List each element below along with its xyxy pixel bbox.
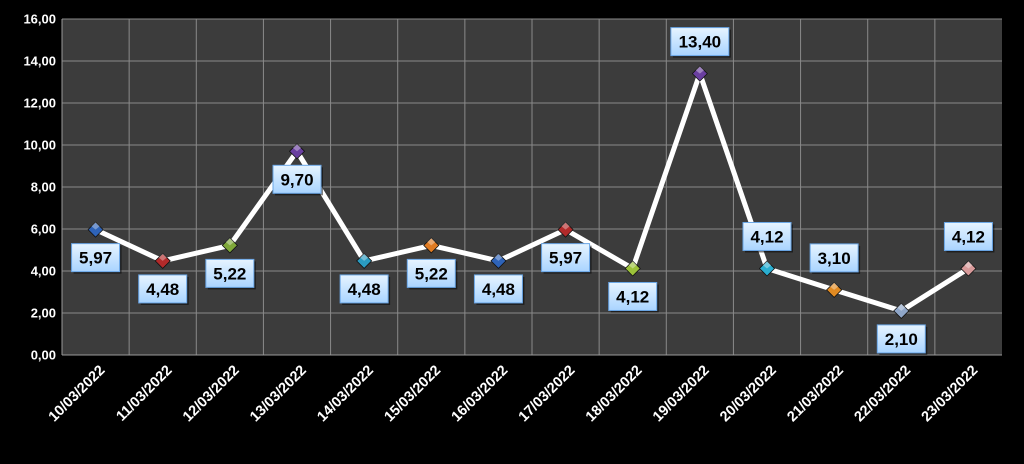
data-label-text: 9,70	[280, 170, 313, 189]
data-point-marker	[557, 221, 574, 238]
data-label: 4,12	[608, 281, 659, 313]
x-tick-label: 18/03/2022	[583, 363, 646, 426]
x-tick-label: 23/03/2022	[919, 363, 982, 426]
data-label: 5,97	[71, 243, 122, 274]
data-point-marker	[758, 260, 776, 277]
y-axis-tick-labels: 0,00 2,00 4,00 6,00 8,00 10,00 12,00 14,00 16,00	[23, 12, 56, 363]
data-label: 13,40	[670, 27, 731, 58]
x-tick-label: 20/03/2022	[717, 363, 780, 426]
data-label: 5,22	[205, 258, 256, 290]
data-point-marker	[221, 237, 238, 254]
data-label-text: 3,10	[818, 249, 851, 268]
data-label-text: 4,12	[616, 287, 649, 306]
data-label-text: 5,22	[213, 264, 246, 283]
series-line-group	[93, 71, 971, 314]
y-tick-label: 0,00	[31, 348, 56, 363]
data-label-text: 4,48	[482, 280, 515, 299]
data-label-text: 4,12	[952, 227, 985, 246]
y-tick-label: 2,00	[31, 306, 56, 321]
data-label: 3,10	[809, 243, 861, 274]
x-tick-label: 19/03/2022	[650, 363, 713, 426]
series-line	[93, 71, 971, 314]
data-label-text: 4,48	[146, 280, 179, 299]
data-label-text: 2,10	[885, 330, 918, 349]
data-point-marker	[826, 281, 843, 298]
data-label: 5,22	[406, 258, 458, 290]
data-label: 4,48	[473, 274, 525, 305]
data-point-marker	[490, 252, 507, 269]
data-labels: 5,97 4,48 5,22 9,70 4,48 5,22 4,48 5,97 4,12 13,4…	[71, 27, 995, 355]
data-label: 5,97	[541, 243, 592, 274]
data-label: 4,48	[138, 274, 189, 305]
data-label-text: 4,48	[348, 280, 381, 299]
y-tick-label: 16,00	[23, 12, 56, 27]
x-tick-label: 15/03/2022	[381, 363, 444, 426]
data-point-marker	[624, 260, 641, 277]
y-tick-label: 4,00	[31, 264, 56, 279]
data-label: 4,48	[339, 274, 391, 305]
data-point-marker	[423, 237, 440, 254]
x-tick-label: 10/03/2022	[46, 363, 109, 426]
y-tick-label: 10,00	[23, 138, 56, 153]
x-tick-label: 12/03/2022	[180, 363, 243, 426]
data-label: 9,70	[272, 164, 323, 196]
data-point-marker	[691, 65, 708, 82]
x-tick-label: 17/03/2022	[516, 363, 579, 426]
x-tick-label: 14/03/2022	[314, 363, 377, 426]
x-axis-tick-labels: 10/03/2022 11/03/2022 12/03/2022 13/03/2022…	[46, 363, 981, 426]
y-tick-label: 6,00	[31, 222, 56, 237]
data-label-text: 5,97	[549, 249, 582, 268]
data-label: 2,10	[876, 324, 928, 355]
y-tick-label: 8,00	[31, 180, 56, 195]
data-label-text: 13,40	[679, 33, 722, 52]
data-label: 4,12	[943, 221, 995, 253]
data-label: 4,12	[742, 221, 793, 253]
x-tick-label: 16/03/2022	[449, 363, 512, 426]
x-tick-label: 21/03/2022	[784, 363, 847, 426]
data-label-text: 5,22	[415, 264, 448, 283]
x-tick-label: 11/03/2022	[113, 363, 175, 425]
y-tick-label: 14,00	[23, 54, 56, 69]
data-point-marker	[356, 252, 373, 269]
data-point-marker	[288, 143, 306, 160]
data-label-text: 4,12	[750, 227, 783, 246]
x-tick-label: 13/03/2022	[247, 363, 310, 426]
data-point-marker	[960, 260, 977, 277]
x-tick-label: 22/03/2022	[851, 363, 914, 426]
data-label-text: 5,97	[79, 249, 112, 268]
markers	[87, 65, 977, 319]
data-point-marker	[154, 252, 171, 269]
data-point-marker	[893, 302, 910, 319]
y-tick-label: 12,00	[23, 96, 56, 111]
data-point-marker	[87, 221, 104, 238]
